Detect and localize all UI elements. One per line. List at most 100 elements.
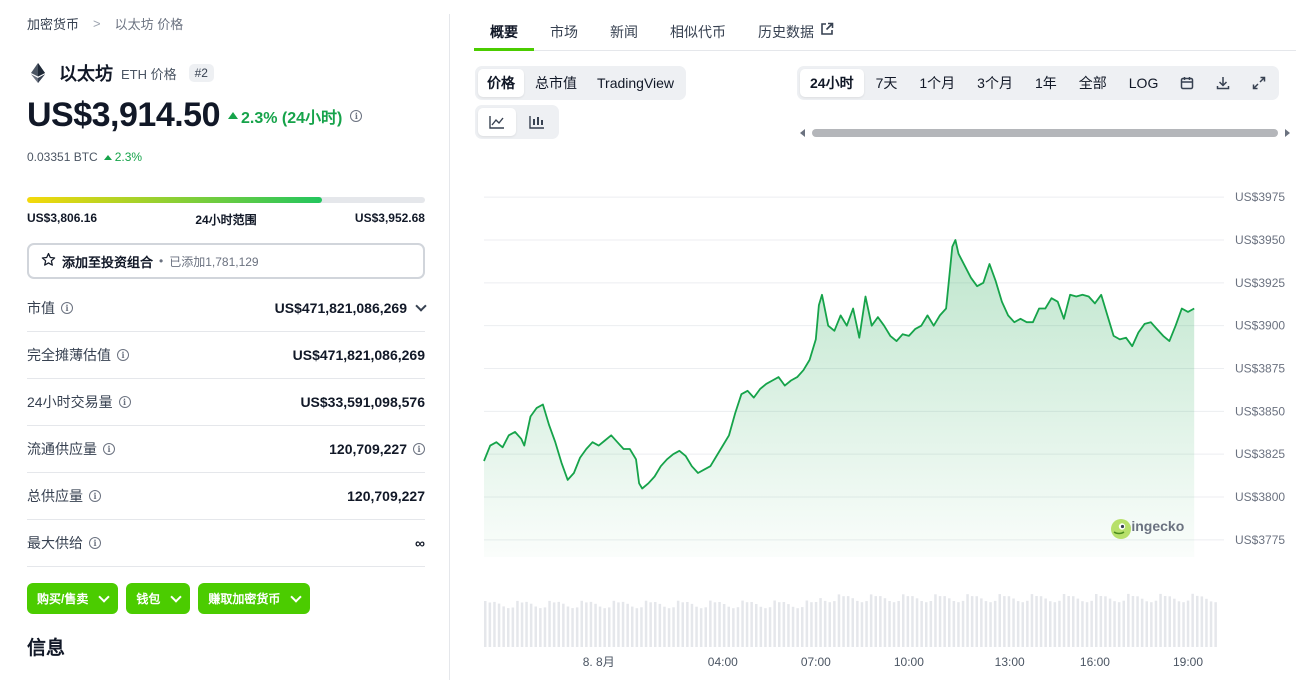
chevron-down-icon: [170, 590, 183, 603]
volume-bar: [833, 601, 836, 647]
range-1y[interactable]: 1年: [1034, 75, 1057, 91]
volume-bar: [1058, 600, 1061, 647]
wallet-button[interactable]: 钱包: [126, 583, 191, 614]
coin-header: 以太坊 ETH 价格 #2: [27, 60, 214, 86]
volume-bar: [566, 606, 570, 647]
volume-bar: [1196, 595, 1199, 647]
volume-bar: [603, 608, 606, 647]
volume-bar: [644, 600, 648, 647]
volume-bar: [759, 606, 763, 647]
volume-bar: [755, 604, 758, 647]
tab-news[interactable]: 新闻: [594, 14, 654, 50]
volume-bar: [626, 603, 629, 647]
scroll-right-icon[interactable]: [1285, 129, 1290, 137]
info-icon[interactable]: i: [350, 109, 363, 122]
volume-bar: [543, 607, 547, 647]
volume-bar: [1044, 598, 1047, 647]
volume-bar: [1026, 600, 1029, 647]
volume-bar: [690, 603, 694, 647]
add-to-portfolio-button[interactable]: 添加至投资组合 • 已添加1,781,129: [27, 243, 425, 279]
scrollbar-thumb[interactable]: [812, 129, 1278, 137]
tab-overview[interactable]: 概要: [474, 14, 534, 51]
volume-bar: [713, 602, 717, 647]
stat-value: US$471,821,086,269: [292, 347, 425, 363]
volume-bar: [892, 602, 896, 647]
volume-bar: [1191, 593, 1194, 647]
info-icon[interactable]: i: [89, 537, 101, 549]
ethereum-icon: [27, 62, 49, 84]
tab-similar-coins[interactable]: 相似代币: [654, 14, 742, 50]
line-chart-icon[interactable]: [478, 108, 516, 136]
volume-bar: [635, 608, 639, 647]
volume-bar: [980, 598, 983, 647]
stat-label: 流通供应量: [27, 441, 97, 457]
earn-label: 赚取加密货币: [208, 592, 281, 606]
volume-bar: [1173, 598, 1176, 647]
volume-bar: [621, 601, 625, 647]
volume-bar: [1200, 596, 1204, 647]
range-1m[interactable]: 1个月: [919, 75, 956, 91]
stat-value: 120,709,227: [347, 488, 425, 504]
tab-historical-data[interactable]: 历史数据: [742, 14, 850, 50]
info-icon[interactable]: i: [413, 443, 425, 455]
tab-label: 历史数据: [758, 24, 814, 40]
chart-range-scrollbar[interactable]: [798, 128, 1292, 138]
volume-bar: [828, 602, 831, 647]
range-7d[interactable]: 7天: [875, 75, 898, 91]
price-change-value: 2.3% (24小时): [241, 109, 343, 127]
candlestick-icon[interactable]: [518, 108, 556, 136]
volume-bar: [925, 602, 928, 647]
volume-bar: [1168, 596, 1171, 647]
mode-market-cap[interactable]: 总市值: [535, 75, 577, 91]
price-chart[interactable]: US$3975 US$3950 US$3925 US$3900 US$3875 US$38…: [474, 180, 1300, 680]
range-24h[interactable]: 24小时: [800, 69, 864, 97]
chevron-down-icon: [415, 300, 427, 312]
range-3m[interactable]: 3个月: [977, 75, 1013, 91]
earn-crypto-button[interactable]: 赚取加密货币: [198, 583, 311, 614]
volume-bar: [741, 600, 744, 647]
portfolio-added-count: 已添加1,781,129: [169, 254, 259, 269]
scroll-left-icon[interactable]: [800, 129, 805, 137]
info-icon[interactable]: i: [117, 349, 129, 361]
price-chart-svg: US$3975 US$3950 US$3925 US$3900 US$3875 US$38…: [483, 190, 1285, 669]
up-arrow-icon: [228, 112, 238, 119]
info-icon[interactable]: i: [118, 396, 131, 408]
volume-bar: [681, 602, 684, 647]
mode-price[interactable]: 价格: [478, 69, 524, 97]
range-all[interactable]: 全部: [1078, 75, 1107, 91]
x-tick-label: 07:00: [801, 655, 831, 669]
mode-tradingview[interactable]: TradingView: [597, 75, 675, 91]
range-log[interactable]: LOG: [1128, 75, 1159, 91]
info-icon[interactable]: i: [89, 490, 101, 502]
stat-row-fdv: 完全摊薄估值 i US$471,821,086,269: [27, 332, 425, 379]
btc-price-row: 0.03351 BTC 2.3%: [27, 150, 142, 164]
tab-label: 新闻: [610, 24, 638, 40]
calendar-icon[interactable]: [1170, 69, 1204, 97]
buy-sell-button[interactable]: 购买/售卖: [27, 583, 119, 614]
volume-bar: [1007, 596, 1011, 647]
volume-bar: [998, 594, 1001, 647]
volume-bar: [612, 600, 616, 647]
stat-key: 流通供应量 i: [27, 439, 115, 459]
download-icon[interactable]: [1206, 69, 1240, 97]
stat-value: US$471,821,086,269: [274, 300, 407, 316]
info-icon[interactable]: i: [61, 302, 73, 314]
volume-bar: [750, 602, 753, 647]
expand-icon[interactable]: [1242, 69, 1276, 97]
volume-bar: [575, 607, 579, 647]
volume-bar: [1035, 596, 1038, 647]
chart-type-selector: [475, 105, 559, 139]
stat-key: 24小时交易量 i: [27, 392, 131, 412]
info-icon[interactable]: i: [103, 443, 115, 455]
stat-value-group[interactable]: US$471,821,086,269: [274, 300, 427, 316]
volume-bar: [1186, 600, 1190, 647]
volume-bar: [608, 607, 611, 647]
volume-bar: [502, 606, 505, 647]
range-bar: [27, 197, 425, 203]
volume-bar: [663, 606, 666, 647]
breadcrumb-root[interactable]: 加密货币: [27, 17, 80, 32]
volume-bar: [580, 600, 583, 647]
volume-bar: [1049, 601, 1052, 647]
tab-markets[interactable]: 市场: [534, 14, 594, 50]
range-low: US$3,806.16: [27, 211, 98, 225]
